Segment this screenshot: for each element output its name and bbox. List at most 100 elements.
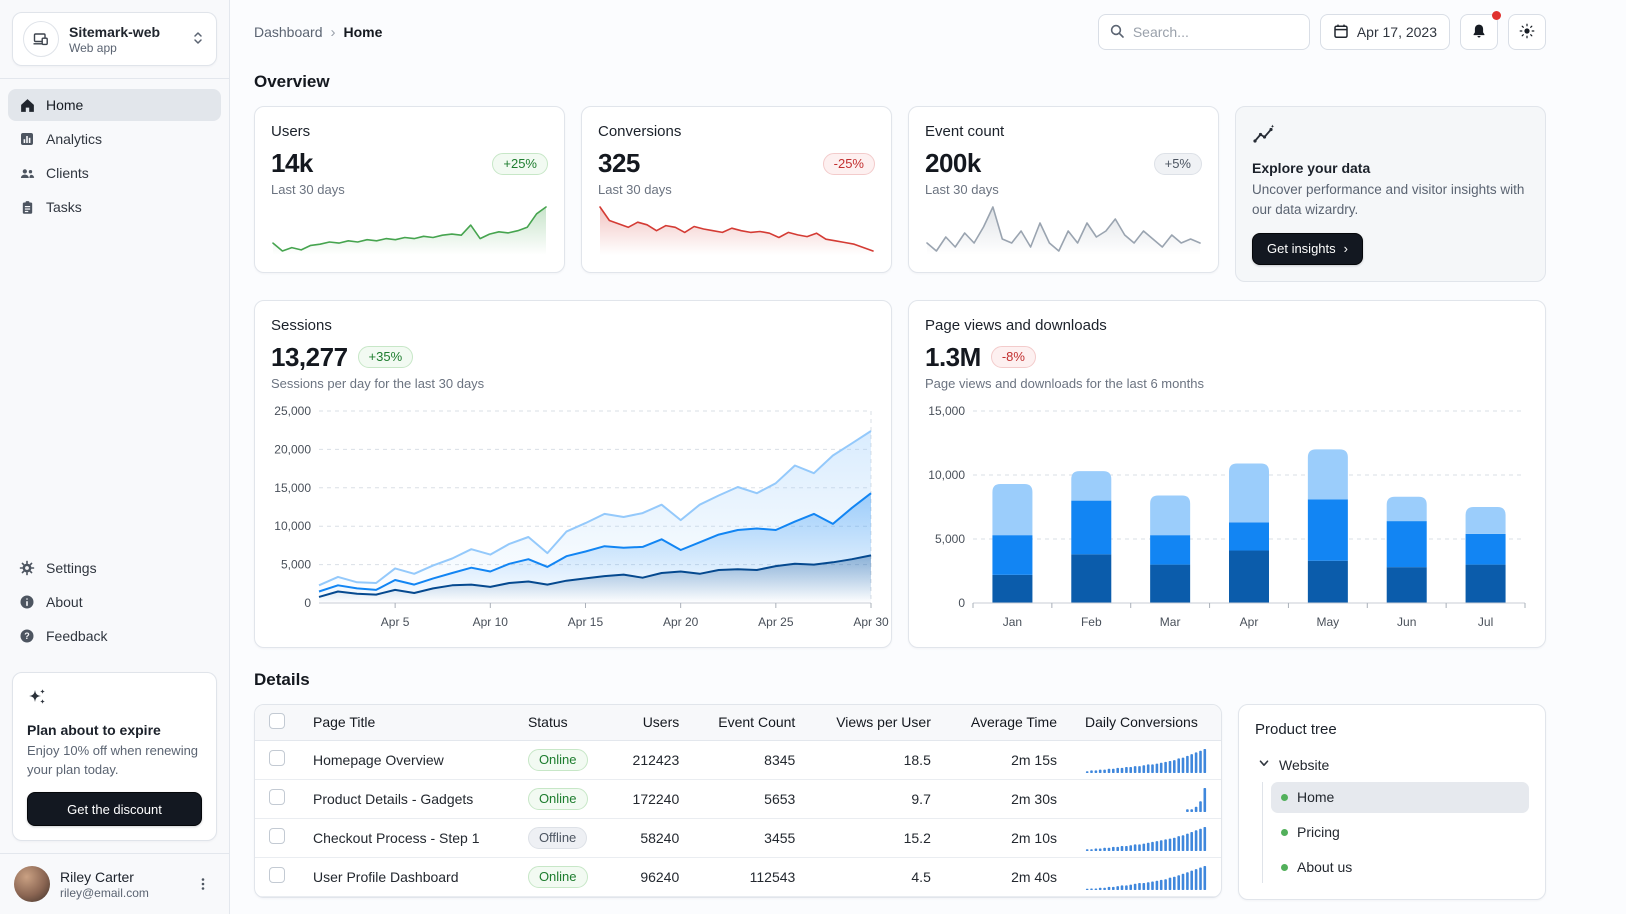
trend-badge: +5%: [1153, 152, 1202, 175]
pageviews-card: Page views and downloads 1.3M -8% Page v…: [908, 299, 1546, 648]
cell-views-per-user: 15.2: [809, 818, 945, 858]
product-tree-card: Product tree Website Home Pricing: [1238, 703, 1546, 900]
svg-text:15,000: 15,000: [274, 480, 311, 494]
cell-views-per-user: 18.5: [809, 740, 945, 780]
tree-item-about-us[interactable]: About us: [1271, 852, 1529, 883]
row-checkbox[interactable]: [269, 828, 285, 844]
svg-text:Jan: Jan: [1003, 615, 1022, 629]
sparkle-icon: [27, 689, 49, 712]
cell-page-title: User Profile Dashboard: [299, 857, 514, 897]
tree-item-pricing[interactable]: Pricing: [1271, 817, 1529, 848]
tree-node-label: Website: [1279, 756, 1330, 773]
plan-card-title: Plan about to expire: [27, 722, 161, 739]
daily-conversions-chart: [1085, 864, 1207, 890]
sidebar-item-settings[interactable]: Settings: [8, 552, 221, 584]
table-row: Checkout Process - Step 1 Offline 58240 …: [255, 818, 1221, 858]
details-table: Page Title Status Users Event Count View…: [255, 704, 1221, 897]
column-header[interactable]: Daily Conversions: [1071, 704, 1221, 741]
status-badge: Online: [527, 748, 588, 771]
theme-toggle-button[interactable]: [1508, 14, 1546, 50]
bell-icon: [1471, 23, 1487, 42]
column-header[interactable]: Status: [513, 704, 611, 741]
search-icon: [1109, 23, 1125, 42]
sidebar-item-analytics[interactable]: Analytics: [8, 123, 221, 155]
workspace-selector[interactable]: Sitemark-web Web app: [12, 12, 217, 66]
table-row: Product Details - Gadgets Online 172240 …: [255, 779, 1221, 819]
sidebar-item-clients[interactable]: Clients: [8, 157, 221, 189]
select-all-checkbox[interactable]: [269, 712, 285, 729]
cell-average-time: 2m 40s: [944, 857, 1071, 897]
table-row: User Profile Dashboard Online 96240 1125…: [255, 857, 1221, 897]
status-badge: Offline: [527, 826, 588, 849]
plan-card-body: Enjoy 10% off when renewing your plan to…: [27, 743, 199, 778]
users-stat-card: Users 14k +25% Last 30 days: [254, 106, 565, 273]
column-header[interactable]: Users: [610, 704, 694, 741]
cell-average-time: 2m 30s: [944, 779, 1071, 819]
column-header[interactable]: Event Count: [693, 704, 810, 741]
svg-text:5,000: 5,000: [281, 557, 311, 571]
stat-caption: Last 30 days: [598, 182, 672, 197]
svg-text:0: 0: [304, 596, 311, 610]
sidebar-item-label: Home: [46, 97, 84, 113]
topbar: Dashboard › Home Apr 17, 2023: [254, 11, 1546, 50]
svg-text:Apr 10: Apr 10: [473, 615, 509, 629]
unfold-more-icon: [190, 30, 206, 49]
stat-cards-row: Users 14k +25% Last 30 days Conversions …: [254, 106, 1546, 282]
breadcrumb-home: Home: [343, 24, 383, 40]
cell-users: 172240: [610, 779, 694, 819]
stat-value: 325: [598, 148, 640, 178]
analytics-icon: [18, 130, 36, 148]
sessions-chart: 0 5,000 10,000 15,000 20,000 25,000 Apr 5 Apr 1…: [271, 403, 889, 633]
tasks-icon: [18, 198, 36, 216]
sidebar-item-about[interactable]: About: [8, 586, 221, 618]
row-checkbox[interactable]: [269, 867, 285, 883]
sidebar-nav-secondary: Settings About ? Feedback: [0, 542, 229, 662]
trend-badge: -25%: [822, 152, 875, 175]
sidebar: Sitemark-web Web app Home Analytics: [0, 0, 230, 914]
more-vert-icon[interactable]: [191, 872, 215, 896]
svg-text:Jul: Jul: [1478, 615, 1493, 629]
workspace-type: Web app: [69, 40, 117, 55]
chart-value: 13,277: [271, 341, 348, 372]
date-picker-button[interactable]: Apr 17, 2023: [1319, 14, 1450, 50]
svg-text:Mar: Mar: [1160, 615, 1181, 629]
promo-title: Explore your data: [1252, 160, 1371, 176]
get-insights-button[interactable]: Get insights ›: [1252, 232, 1363, 265]
sidebar-item-home[interactable]: Home: [8, 89, 221, 121]
breadcrumb-dashboard[interactable]: Dashboard: [254, 24, 323, 40]
sidebar-item-tasks[interactable]: Tasks: [8, 191, 221, 223]
row-checkbox[interactable]: [269, 789, 285, 805]
tree-node-website[interactable]: Website: [1255, 750, 1529, 780]
row-checkbox[interactable]: [269, 750, 285, 766]
chevron-down-icon: [1257, 756, 1271, 773]
stat-value: 14k: [271, 148, 313, 178]
eventcount-sparkline-chart: [925, 198, 1202, 256]
user-name: Riley Carter: [60, 868, 134, 885]
svg-text:Apr 20: Apr 20: [663, 615, 699, 629]
sidebar-nav-main: Home Analytics Clients Tasks: [0, 79, 229, 233]
main-content: Dashboard › Home Apr 17, 2023: [230, 0, 1626, 914]
column-header[interactable]: Views per User: [809, 704, 945, 741]
cell-event-count: 112543: [693, 857, 810, 897]
cell-page-title: Checkout Process - Step 1: [299, 818, 514, 858]
user-email: riley@email.com: [60, 885, 149, 900]
tree-item-home[interactable]: Home: [1271, 781, 1529, 813]
get-insights-label: Get insights: [1267, 241, 1336, 256]
green-dot-icon: [1281, 793, 1288, 801]
daily-conversions-chart: [1085, 786, 1207, 812]
sidebar-user: Riley Carter riley@email.com: [0, 853, 229, 914]
sidebar-item-feedback[interactable]: ? Feedback: [8, 620, 221, 652]
column-header[interactable]: Page Title: [299, 704, 514, 741]
tree-item-label: About us: [1297, 859, 1353, 875]
stat-title: Conversions: [598, 123, 682, 140]
status-badge: Online: [527, 865, 588, 888]
search-input[interactable]: [1132, 24, 1299, 40]
stat-title: Event count: [925, 123, 1005, 140]
notifications-button[interactable]: [1460, 11, 1501, 50]
search-box: [1097, 14, 1310, 50]
column-header[interactable]: Average Time: [944, 704, 1071, 741]
svg-text:25,000: 25,000: [274, 404, 311, 418]
svg-text:5,000: 5,000: [935, 532, 965, 546]
svg-text:Apr: Apr: [1240, 615, 1259, 629]
get-discount-button[interactable]: Get the discount: [27, 792, 202, 826]
